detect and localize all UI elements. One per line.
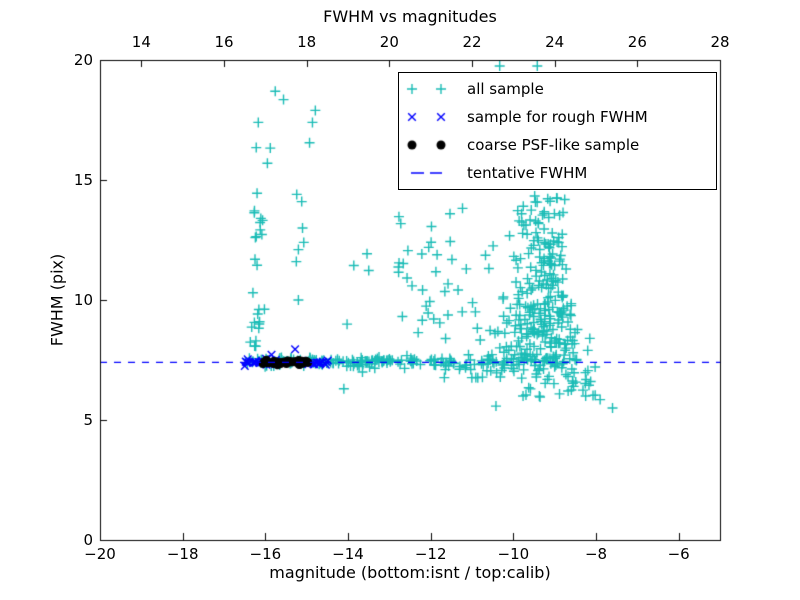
- y-tick-label: 20: [40, 51, 93, 69]
- top-tick-label: 16: [214, 33, 233, 51]
- x-axis-label: magnitude (bottom:isnt / top:calib): [100, 563, 720, 582]
- legend: all sample sample for rough FWHM coarse …: [398, 72, 717, 190]
- x-tick-label: −6: [668, 545, 690, 563]
- x-tick-label: −8: [585, 545, 607, 563]
- legend-item-all-sample: all sample: [399, 75, 716, 103]
- top-tick-label: 22: [462, 33, 481, 51]
- top-tick-label: 28: [710, 33, 729, 51]
- x-tick-label: −18: [167, 545, 199, 563]
- x-tick-label: −10: [498, 545, 530, 563]
- y-tick-label: 10: [40, 291, 93, 309]
- legend-label: tentative FWHM: [467, 166, 587, 181]
- legend-label: coarse PSF-like sample: [467, 138, 639, 153]
- top-tick-label: 14: [132, 33, 151, 51]
- dot-marker-icon: [405, 135, 461, 155]
- legend-label: all sample: [467, 82, 544, 97]
- top-tick-label: 24: [545, 33, 564, 51]
- dashed-line-icon: [405, 163, 461, 183]
- x-tick-label: −12: [415, 545, 447, 563]
- top-tick-label: 26: [628, 33, 647, 51]
- top-tick-label: 20: [380, 33, 399, 51]
- figure: FWHM vs magnitudes magnitude (bottom:isn…: [0, 0, 800, 600]
- top-tick-label: 18: [297, 33, 316, 51]
- y-tick-label: 0: [40, 531, 93, 549]
- legend-item-coarse-psf-like-sample: coarse PSF-like sample: [399, 131, 716, 159]
- legend-label: sample for rough FWHM: [467, 110, 648, 125]
- chart-title: FWHM vs magnitudes: [100, 7, 720, 26]
- y-tick-label: 15: [40, 171, 93, 189]
- legend-item-sample-for-rough-fwhm: sample for rough FWHM: [399, 103, 716, 131]
- plus-marker-icon: [405, 79, 461, 99]
- x-tick-label: −14: [332, 545, 364, 563]
- legend-item-tentative-fwhm: tentative FWHM: [399, 159, 716, 187]
- y-tick-label: 5: [40, 411, 93, 429]
- x-marker-icon: [405, 107, 461, 127]
- x-tick-label: −16: [250, 545, 282, 563]
